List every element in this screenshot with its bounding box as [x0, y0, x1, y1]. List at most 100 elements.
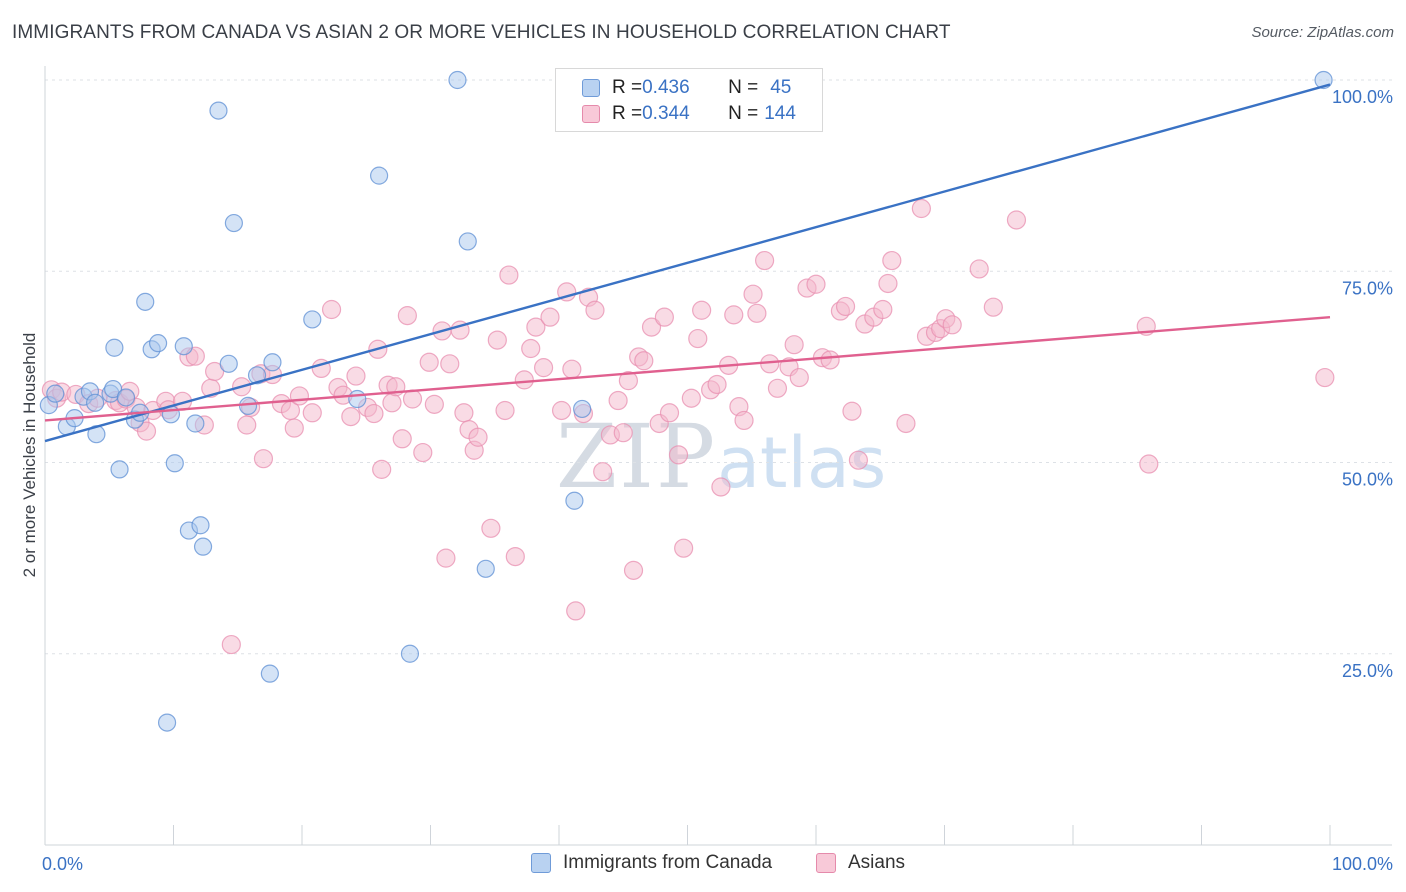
data-point	[526, 317, 546, 337]
legend-r-label: R =	[612, 103, 643, 124]
series-swatch-pink	[816, 853, 836, 873]
data-point	[458, 232, 477, 251]
data-point	[253, 449, 274, 469]
data-point	[882, 250, 902, 271]
data-point	[205, 361, 225, 382]
data-point	[370, 166, 389, 185]
data-point	[641, 317, 662, 337]
data-point	[711, 477, 731, 497]
data-point	[174, 337, 193, 356]
data-point	[573, 399, 592, 419]
data-point	[681, 388, 701, 408]
legend-swatch-blue	[582, 79, 600, 97]
data-point	[499, 265, 519, 285]
data-point	[110, 460, 129, 479]
legend-r-value: 0.344	[642, 103, 690, 124]
legend-r-label: R =	[612, 77, 643, 98]
data-point	[136, 292, 155, 311]
data-point	[104, 379, 123, 399]
trend-line-asians	[44, 315, 1331, 422]
y-tick-label: 50.0%	[1342, 470, 1393, 490]
data-point	[521, 338, 541, 359]
data-point	[402, 389, 423, 409]
data-point	[842, 401, 862, 421]
data-point	[487, 330, 507, 350]
data-point	[848, 450, 869, 470]
data-point	[533, 358, 554, 378]
data-point	[585, 300, 605, 320]
data-point	[1315, 367, 1335, 388]
data-point	[613, 423, 633, 443]
data-point	[562, 359, 582, 379]
data-point	[896, 413, 916, 434]
data-point	[688, 328, 708, 349]
data-point	[289, 386, 310, 406]
data-point	[364, 403, 384, 424]
data-point	[789, 367, 809, 388]
data-point	[400, 644, 420, 663]
data-point	[911, 198, 931, 219]
data-point	[476, 559, 495, 578]
data-point	[346, 366, 366, 386]
legend-n-value: 144	[764, 103, 796, 124]
y-tick-label: 75.0%	[1342, 278, 1393, 298]
data-point	[767, 378, 788, 398]
x-tick-label: 0.0%	[42, 854, 83, 874]
data-point	[674, 538, 694, 558]
data-point	[209, 101, 228, 120]
data-point	[942, 315, 962, 335]
data-point	[424, 394, 444, 414]
data-point	[247, 366, 267, 385]
data-point	[221, 634, 241, 655]
data-point	[566, 601, 586, 621]
data-point	[86, 393, 105, 412]
source-credit: Source: ZipAtlas.com	[1251, 24, 1394, 41]
data-point	[284, 418, 304, 438]
x-tick-label: 100.0%	[1332, 854, 1393, 874]
asians-points	[41, 198, 1335, 655]
tick-labels: 25.0% 50.0% 75.0% 100.0% 0.0% 100.0%	[42, 87, 1393, 874]
data-point	[263, 353, 282, 372]
data-point	[540, 307, 560, 327]
data-point	[495, 400, 515, 421]
data-point	[260, 664, 279, 683]
series-name-asians: Asians	[848, 852, 906, 873]
data-point	[186, 414, 205, 433]
series-legend-asians: Asians	[816, 852, 905, 874]
data-point	[692, 300, 712, 320]
data-point	[454, 403, 474, 423]
data-point	[468, 427, 488, 447]
data-point	[372, 459, 392, 479]
data-point	[419, 352, 439, 372]
legend-n-label: N =	[728, 77, 759, 98]
data-point	[734, 410, 754, 431]
data-point	[392, 429, 412, 449]
data-point	[878, 273, 898, 294]
legend-r-value: 0.436	[642, 77, 690, 98]
data-point	[743, 284, 763, 304]
legend-row-canada: R = 0.436 N = 45	[582, 76, 791, 100]
correlation-legend: R = 0.436 N = 45 R = 0.344 N = 144	[555, 68, 823, 132]
data-point	[873, 299, 893, 320]
data-point	[46, 384, 65, 403]
data-point	[551, 400, 572, 421]
axes	[44, 66, 1392, 846]
legend-n-value: 45	[770, 77, 792, 98]
data-point	[157, 713, 177, 732]
data-point	[724, 305, 744, 325]
data-point	[668, 445, 689, 465]
data-point	[634, 351, 654, 371]
data-point	[238, 396, 258, 415]
data-point	[754, 250, 775, 271]
data-point	[191, 516, 210, 535]
trend-lines	[44, 83, 1331, 443]
series-swatch-blue	[531, 853, 551, 873]
data-point	[397, 306, 417, 326]
data-point	[1006, 210, 1027, 230]
data-point	[654, 307, 674, 327]
data-point	[969, 259, 989, 279]
data-point	[321, 299, 342, 320]
data-point	[136, 421, 157, 441]
data-point	[105, 338, 124, 357]
data-point	[784, 335, 804, 355]
